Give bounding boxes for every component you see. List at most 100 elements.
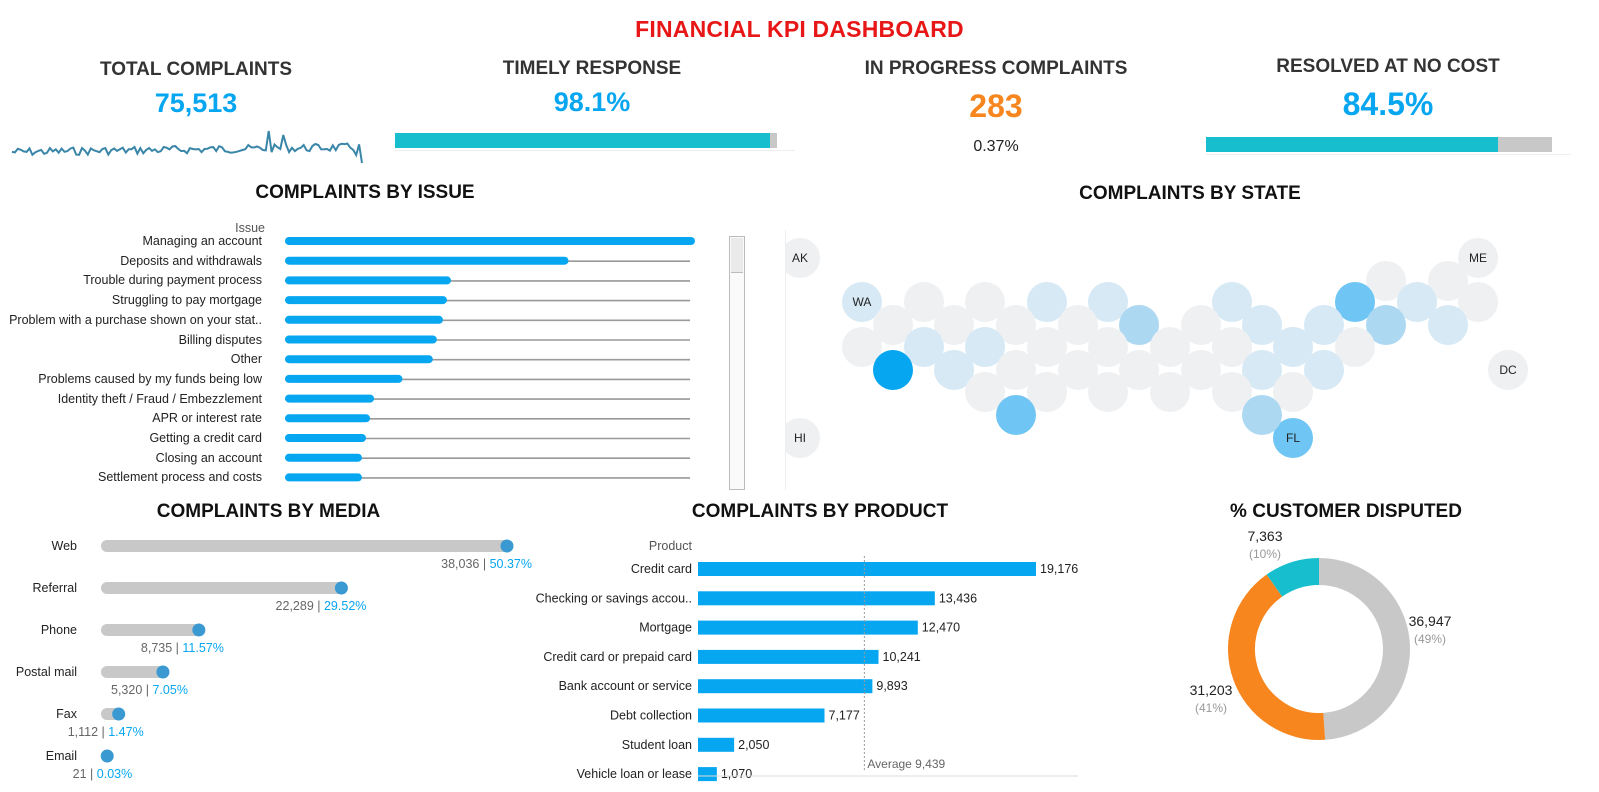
state-tile[interactable]: [1058, 305, 1098, 345]
timely-divider: [395, 150, 795, 151]
state-tile[interactable]: [1335, 282, 1375, 322]
state-tile[interactable]: [873, 350, 913, 390]
donut-percent-label: (41%): [1195, 701, 1227, 715]
media-label: Web: [52, 539, 78, 553]
state-tile[interactable]: [934, 305, 974, 345]
state-tile-fl[interactable]: [1273, 418, 1313, 458]
state-tile[interactable]: [1181, 350, 1221, 390]
state-tile[interactable]: [1428, 305, 1468, 345]
state-map: AK ME WA DC HI FL: [785, 238, 1528, 458]
state-tile[interactable]: [1119, 305, 1159, 345]
product-value-label: 2,050: [738, 738, 769, 752]
state-tile[interactable]: [1150, 372, 1190, 412]
no-cost-fill: [1206, 137, 1499, 152]
issue-bar: [285, 315, 443, 324]
state-tile[interactable]: [965, 372, 1005, 412]
issue-label: Billing disputes: [178, 332, 262, 347]
total-complaints-sparkline: [11, 130, 363, 164]
state-tile[interactable]: [1366, 305, 1406, 345]
donut-percent-label: (10%): [1249, 547, 1281, 561]
no-cost-title: RESOLVED AT NO COST: [1276, 56, 1500, 77]
state-tile[interactable]: [873, 305, 913, 345]
timely-response-fill: [395, 133, 770, 148]
state-tile[interactable]: [1242, 350, 1282, 390]
donut-value-label: 36,947: [1409, 613, 1452, 629]
state-tile[interactable]: [1027, 372, 1067, 412]
state-tile[interactable]: [1397, 282, 1437, 322]
state-tile[interactable]: [1304, 350, 1344, 390]
state-tile[interactable]: [965, 327, 1005, 367]
state-chart-title: COMPLAINTS BY STATE: [1079, 183, 1301, 204]
state-tile[interactable]: [1242, 305, 1282, 345]
donut-percent-label: (49%): [1414, 632, 1446, 646]
state-tile[interactable]: [1212, 327, 1252, 367]
state-tile[interactable]: [1181, 305, 1221, 345]
state-tile[interactable]: [1335, 327, 1375, 367]
state-tile[interactable]: [934, 350, 974, 390]
product-label: Mortgage: [639, 621, 692, 635]
timely-response-value: 98.1%: [553, 87, 631, 117]
state-tile[interactable]: [1304, 305, 1344, 345]
in-progress-value: 283: [969, 88, 1023, 124]
state-tile[interactable]: [1027, 282, 1067, 322]
state-tile[interactable]: [1242, 395, 1282, 435]
issue-chart: [285, 237, 695, 482]
state-tile[interactable]: [996, 350, 1036, 390]
state-tile[interactable]: [1428, 261, 1468, 301]
state-tile[interactable]: [1366, 261, 1406, 301]
product-bar: [698, 767, 717, 782]
state-tile[interactable]: [1088, 327, 1128, 367]
product-bar: [698, 737, 735, 752]
average-label: Average 9,439: [867, 757, 945, 771]
state-tile[interactable]: [1212, 372, 1252, 412]
media-bar-end: [500, 539, 514, 553]
no-cost-divider: [1206, 154, 1571, 155]
media-bar-end: [112, 707, 126, 721]
state-tile[interactable]: [1058, 350, 1098, 390]
issue-bar: [285, 355, 433, 364]
issue-scrollbar[interactable]: [729, 236, 745, 490]
state-tile[interactable]: [904, 327, 944, 367]
issue-bar: [285, 296, 447, 305]
state-tile-wa[interactable]: [842, 282, 882, 322]
in-progress-percent: 0.37%: [973, 138, 1019, 155]
state-tile[interactable]: [842, 327, 882, 367]
state-tile[interactable]: [996, 395, 1036, 435]
issue-label: Getting a credit card: [149, 431, 262, 445]
state-tile[interactable]: [996, 305, 1036, 345]
state-tile[interactable]: [1088, 282, 1128, 322]
product-bar: [698, 562, 1036, 576]
state-tile[interactable]: [1273, 327, 1313, 367]
issue-bar: [285, 473, 362, 482]
state-tile[interactable]: [1119, 350, 1159, 390]
no-cost-track: [1206, 137, 1552, 152]
media-value-label: 38,036 | 50.37%: [441, 557, 532, 571]
issue-scrollbar-thumb[interactable]: [731, 238, 743, 273]
state-label: DC: [1499, 363, 1517, 377]
state-tile[interactable]: [1150, 327, 1190, 367]
state-tile-dc[interactable]: [1488, 350, 1528, 390]
issue-bar: [285, 256, 569, 265]
state-tile[interactable]: [1212, 282, 1252, 322]
state-tile[interactable]: [1088, 372, 1128, 412]
state-tile-me[interactable]: [1458, 238, 1498, 278]
media-label: Phone: [41, 623, 77, 637]
product-chart-title: COMPLAINTS BY PRODUCT: [691, 501, 949, 522]
donut-value-label: 31,203: [1190, 682, 1233, 698]
state-tile[interactable]: [904, 282, 944, 322]
product-label: Checking or savings accou..: [536, 591, 692, 605]
issue-bar: [285, 276, 452, 285]
issue-label: APR or interest rate: [152, 411, 262, 426]
issue-bar: [285, 414, 371, 423]
state-tile[interactable]: [1027, 327, 1067, 367]
product-label: Student loan: [622, 738, 692, 752]
issue-label: Problem with a purchase shown on your st…: [9, 312, 262, 327]
state-tile[interactable]: [1458, 282, 1498, 322]
media-bar-end: [100, 749, 114, 763]
state-tile[interactable]: [1273, 372, 1313, 412]
state-tile-ak[interactable]: [785, 238, 820, 278]
state-tile[interactable]: [965, 282, 1005, 322]
state-tile-hi[interactable]: [785, 418, 820, 458]
media-value-label: 1,112 | 1.47%: [68, 725, 144, 739]
timely-response-track: [395, 133, 777, 148]
